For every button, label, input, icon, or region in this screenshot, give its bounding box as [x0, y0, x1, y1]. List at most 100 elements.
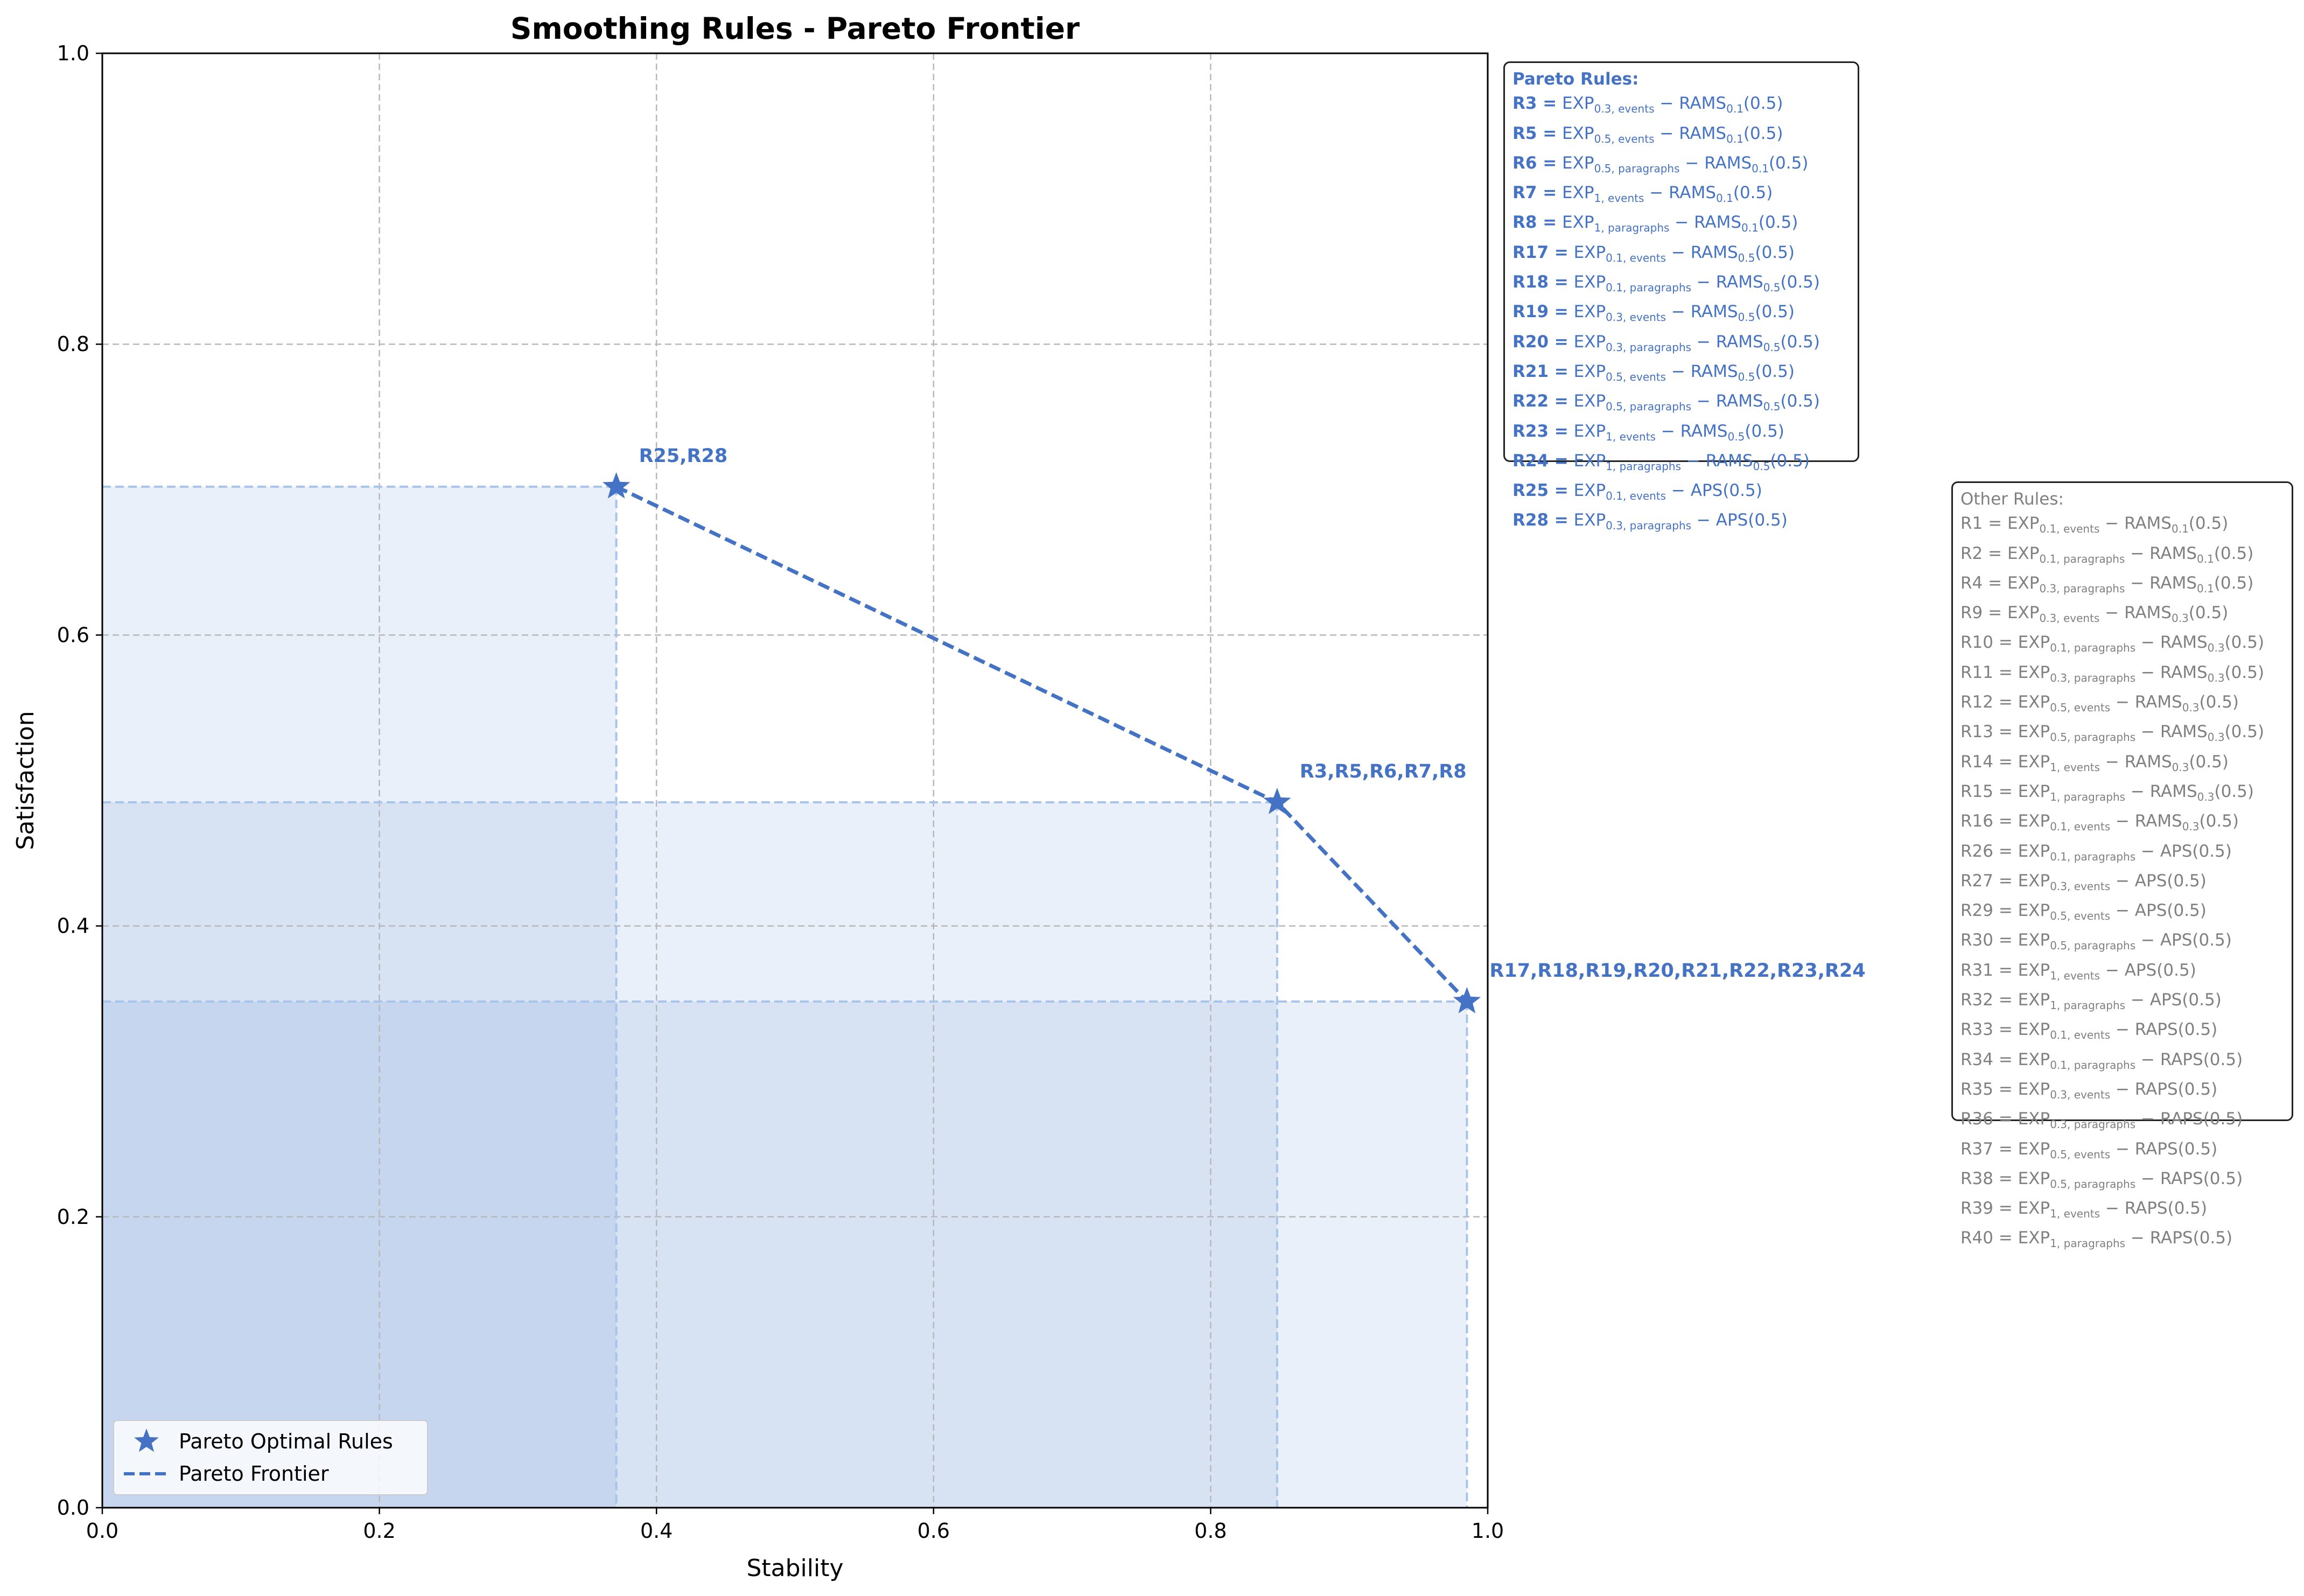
- point-label: R3,R5,R6,R7,R8: [1300, 761, 1467, 782]
- rule-tail: RAMS: [2124, 514, 2172, 534]
- dominated-region-shading: [102, 486, 1467, 1508]
- rule-arg: (0.5): [2203, 1109, 2243, 1129]
- rule-entry: R1 = EXP0.1, events − RAMS0.1(0.5): [1960, 514, 2229, 536]
- rule-id: R11 =: [1960, 662, 2013, 682]
- rule-arg: (0.5): [1733, 183, 1773, 203]
- rule-entry: R36 = EXP0.3, paragraphs − RAPS(0.5): [1960, 1109, 2243, 1131]
- rule-arg: (0.5): [1722, 481, 1762, 501]
- rule-id: R31 =: [1960, 960, 2013, 980]
- rule-entry: R21 = EXP0.5, events − RAMS0.5(0.5): [1512, 361, 1795, 383]
- rule-exp-sub: 1, events: [1606, 430, 1656, 443]
- rule-entry: R23 = EXP1, events − RAMS0.5(0.5): [1512, 421, 1784, 443]
- rule-arg: (0.5): [1755, 302, 1795, 322]
- rule-exp-sub: 0.3, paragraphs: [1606, 340, 1692, 354]
- rule-arg: (0.5): [2177, 1139, 2218, 1159]
- rule-tail-sub: 0.3: [2207, 641, 2225, 655]
- rule-id: R1 =: [1960, 514, 2002, 534]
- rule-entry: R40 = EXP1, paragraphs − RAPS(0.5): [1960, 1228, 2233, 1250]
- rule-exp-sub: 1, events: [1594, 192, 1644, 205]
- rule-exp-sub: 0.3, events: [2050, 879, 2111, 893]
- rule-exp-sub: 1, paragraphs: [2050, 790, 2126, 803]
- legend: Pareto Optimal Rules Pareto Frontier: [113, 1420, 428, 1495]
- rule-arg: (0.5): [1743, 94, 1783, 114]
- rule-tail-sub: 0.1: [1741, 221, 1759, 235]
- rule-entry: R37 = EXP0.5, events − RAPS(0.5): [1960, 1139, 2218, 1161]
- rule-entry: R25 = EXP0.1, events − APS(0.5): [1512, 481, 1762, 503]
- dominated-region: [102, 486, 617, 1508]
- rule-arg: (0.5): [2224, 722, 2265, 742]
- rule-tail: APS: [2134, 871, 2167, 891]
- other-rules-title: Other Rules:: [1960, 489, 2064, 509]
- rule-exp-sub: 0.1, events: [1606, 489, 1666, 503]
- rule-exp-sub: 0.5, events: [2050, 1147, 2111, 1161]
- rule-exp-sub: 0.3, paragraphs: [2050, 1118, 2136, 1131]
- rule-id: R9 =: [1960, 603, 2002, 623]
- rule-exp-sub: 0.5, events: [2050, 909, 2111, 923]
- rule-id: R10 =: [1960, 633, 2013, 653]
- rule-arg: (0.5): [1755, 242, 1795, 262]
- plot-frame: [101, 52, 1489, 1509]
- rule-exp-sub: 1, paragraphs: [1606, 459, 1681, 473]
- rule-arg: (0.5): [2167, 901, 2207, 921]
- rule-entry: R33 = EXP0.1, events − RAPS(0.5): [1960, 1020, 2218, 1042]
- chart-title: Smoothing Rules - Pareto Frontier: [510, 11, 1080, 46]
- rule-arg: (0.5): [2167, 871, 2207, 891]
- pareto-rules-box: Pareto Rules: R3 = EXP0.3, events − RAMS…: [1503, 61, 1859, 532]
- rule-tail: APS: [2124, 960, 2157, 980]
- rule-id: R5 =: [1512, 123, 1557, 143]
- rule-entry: R30 = EXP0.5, paragraphs − APS(0.5): [1960, 930, 2232, 953]
- y-tick-label: 0.0: [57, 1496, 89, 1520]
- pareto-point: [1453, 987, 1481, 1013]
- x-axis-label: Stability: [746, 1555, 843, 1582]
- pareto-points: [602, 472, 1481, 1013]
- rule-tail: RAPS: [2160, 1049, 2203, 1069]
- rule-entry: R9 = EXP0.3, events − RAMS0.3(0.5): [1960, 603, 2229, 625]
- rule-tail-sub: 0.5: [1727, 430, 1745, 443]
- rule-tail: RAMS: [2124, 603, 2172, 623]
- point-label: R25,R28: [639, 445, 728, 467]
- rule-entry: R32 = EXP1, paragraphs − APS(0.5): [1960, 990, 2222, 1012]
- rule-id: R7 =: [1512, 183, 1557, 203]
- rule-arg: (0.5): [2177, 1079, 2218, 1099]
- rule-id: R13 =: [1960, 722, 2013, 742]
- rule-arg: (0.5): [2177, 1020, 2218, 1040]
- rule-arg: (0.5): [2199, 692, 2239, 712]
- rule-tail-sub: 0.3: [2172, 760, 2189, 774]
- y-tick-label: 0.2: [57, 1205, 89, 1229]
- rule-arg: (0.5): [2192, 930, 2232, 950]
- rule-arg: (0.5): [1780, 391, 1820, 411]
- rule-exp-sub: 0.5, paragraphs: [1606, 400, 1692, 414]
- rule-exp-sub: 0.3, events: [1606, 311, 1666, 324]
- rule-tail: RAMS: [1679, 123, 1727, 143]
- rule-exp-sub: 0.3, paragraphs: [1606, 519, 1692, 533]
- rule-arg: (0.5): [2203, 1049, 2243, 1069]
- rule-arg: (0.5): [1758, 213, 1798, 233]
- rule-tail-sub: 0.5: [1763, 340, 1781, 354]
- rule-id: R30 =: [1960, 930, 2013, 950]
- rule-arg: (0.5): [1768, 153, 1809, 173]
- rule-arg: (0.5): [2156, 960, 2196, 980]
- rule-exp-sub: 0.5, events: [2050, 701, 2111, 715]
- point-label: R17,R18,R19,R20,R21,R22,R23,R24: [1489, 960, 1865, 982]
- rule-tail: RAPS: [2134, 1139, 2178, 1159]
- rule-exp-sub: 0.1, paragraphs: [2050, 850, 2136, 863]
- rule-tail-sub: 0.1: [2171, 522, 2189, 536]
- rule-id: R4 =: [1960, 573, 2002, 593]
- rule-arg: (0.5): [1743, 123, 1783, 143]
- x-tick-label: 0.6: [918, 1519, 950, 1543]
- rule-exp-sub: 1, events: [2050, 760, 2100, 774]
- rule-exp-sub: 0.1, paragraphs: [2050, 1058, 2136, 1072]
- rule-id: R15 =: [1960, 781, 2013, 801]
- x-tick-label: 0.4: [640, 1519, 673, 1543]
- rule-tail-sub: 0.1: [1726, 132, 1743, 145]
- rule-tail: RAMS: [1715, 391, 1763, 411]
- rule-tail: RAMS: [2160, 662, 2208, 682]
- rule-arg: (0.5): [2203, 1168, 2243, 1188]
- rule-entry: R17 = EXP0.1, events − RAMS0.5(0.5): [1512, 242, 1795, 264]
- rule-exp-sub: 0.1, paragraphs: [2050, 641, 2136, 655]
- y-axis-label: Satisfaction: [12, 711, 39, 850]
- rule-entry: R4 = EXP0.3, paragraphs − RAMS0.1(0.5): [1960, 573, 2254, 595]
- rule-arg: (0.5): [2189, 752, 2229, 772]
- rule-entry: R3 = EXP0.3, events − RAMS0.1(0.5): [1512, 94, 1783, 116]
- rule-entry: R35 = EXP0.3, events − RAPS(0.5): [1960, 1079, 2218, 1101]
